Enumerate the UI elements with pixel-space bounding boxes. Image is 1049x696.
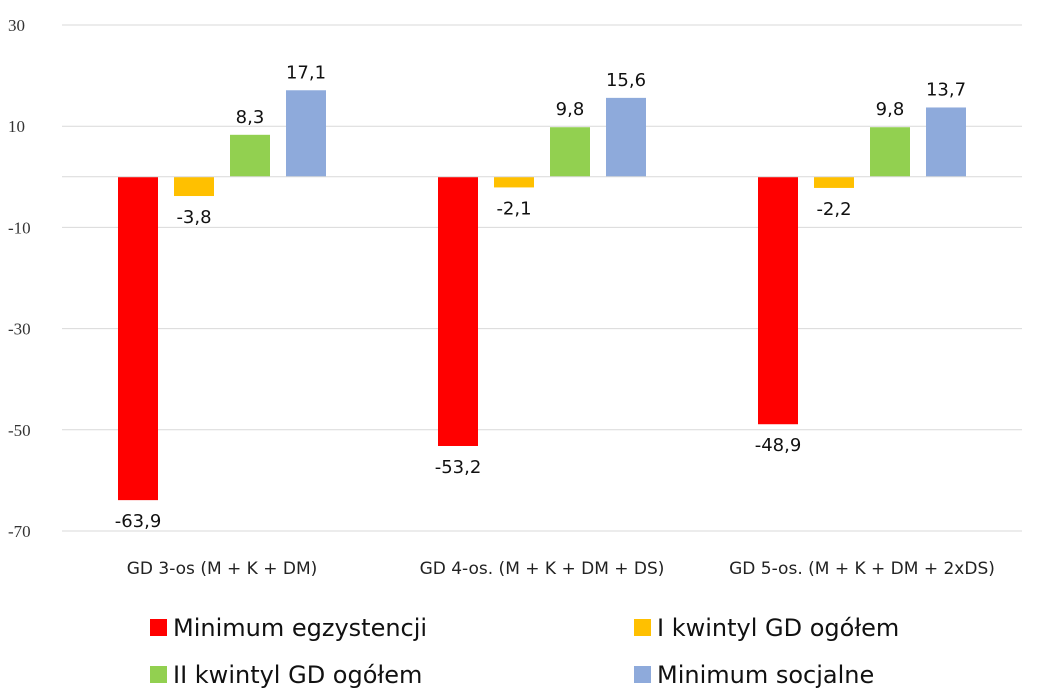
data-label: -2,2 (816, 199, 851, 220)
data-labels: -63,9 -3,8 8,3 17,1 -53,2 -2,1 9,8 15,6 -48,9 -2,… (115, 62, 966, 532)
bar-minimum-socjalne (606, 97, 646, 177)
bar-i-kwintyl-gd-ogolem (174, 176, 214, 197)
data-label: 17,1 (286, 62, 326, 83)
bar-ii-kwintyl-gd-ogolem (230, 134, 270, 177)
legend-label: Minimum socjalne (657, 661, 874, 689)
bar-i-kwintyl-gd-ogolem (494, 176, 534, 188)
bar-i-kwintyl-gd-ogolem (814, 176, 854, 188)
y-tick-label: -30 (8, 320, 31, 339)
bar-minimum-egzystencji (438, 176, 478, 446)
y-tick-label: -10 (8, 218, 31, 237)
x-category-label: GD 4-os. (M + K + DM + DS) (420, 559, 665, 579)
legend-label: Minimum egzystencji (173, 614, 427, 642)
x-category-label: GD 3-os (M + K + DM) (127, 559, 318, 579)
y-axis: 30 10 -10 -30 -50 -70 (8, 16, 31, 541)
legend-label: II kwintyl GD ogółem (173, 661, 422, 689)
legend-swatch-i-kwintyl-gd-ogolem (634, 619, 651, 636)
data-label: -63,9 (115, 511, 162, 532)
gridlines (62, 24, 1022, 532)
bar-minimum-socjalne (926, 107, 966, 177)
bar-minimum-socjalne (286, 90, 326, 177)
legend: Minimum egzystencji I kwintyl GD ogółem II… (150, 614, 899, 689)
data-label: -3,8 (176, 207, 211, 228)
data-label: 8,3 (236, 107, 265, 128)
legend-swatch-minimum-socjalne (634, 666, 651, 683)
data-label: -2,1 (496, 198, 531, 219)
bar-minimum-egzystencji (758, 176, 798, 425)
x-category-label: GD 5-os. (M + K + DM + 2xDS) (729, 559, 995, 579)
x-axis: GD 3-os (M + K + DM) GD 4-os. (M + K + DM… (127, 559, 995, 579)
data-label: 9,8 (556, 99, 585, 120)
data-label: 15,6 (606, 70, 646, 91)
legend-label: I kwintyl GD ogółem (657, 614, 899, 642)
data-label: -53,2 (435, 457, 482, 478)
y-tick-label: -70 (8, 522, 31, 541)
bar-ii-kwintyl-gd-ogolem (550, 127, 590, 177)
y-tick-label: 10 (8, 117, 25, 136)
legend-swatch-minimum-egzystencji (150, 619, 167, 636)
legend-swatch-ii-kwintyl-gd-ogolem (150, 666, 167, 683)
data-label: 9,8 (876, 99, 905, 120)
bars (118, 90, 966, 501)
data-label: -48,9 (755, 435, 802, 456)
bar-ii-kwintyl-gd-ogolem (870, 127, 910, 177)
y-tick-label: -50 (8, 421, 31, 440)
y-tick-label: 30 (8, 16, 25, 35)
data-label: 13,7 (926, 79, 966, 100)
bar-minimum-egzystencji (118, 176, 158, 501)
